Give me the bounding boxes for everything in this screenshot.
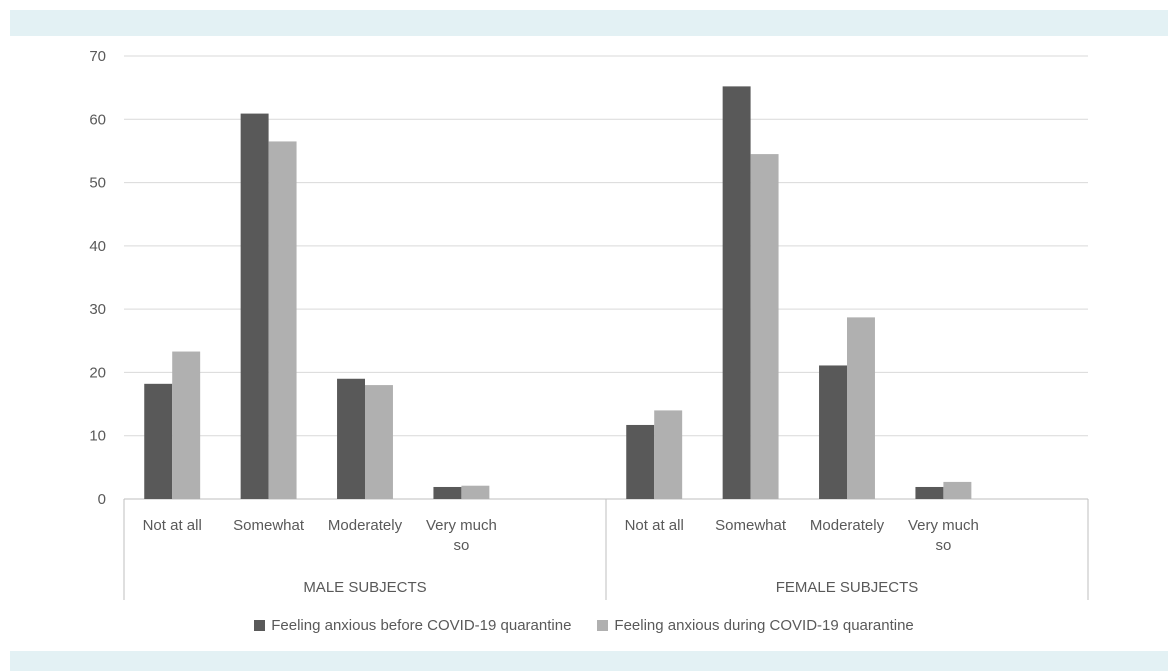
bar	[750, 154, 779, 500]
group-label: FEMALE SUBJECTS	[776, 579, 919, 596]
bar	[626, 424, 655, 499]
group-label: MALE SUBJECTS	[303, 579, 426, 596]
y-tick-label: 70	[89, 48, 106, 65]
bar	[847, 317, 875, 499]
legend-item-before: Feeling anxious before COVID-19 quaranti…	[254, 617, 571, 634]
bar	[943, 481, 972, 499]
bar	[461, 485, 490, 499]
y-tick-label: 20	[89, 364, 106, 381]
legend-label-during: Feeling anxious during COVID-19 quaranti…	[614, 617, 914, 634]
y-tick-label: 0	[98, 491, 106, 508]
legend-item-during: Feeling anxious during COVID-19 quaranti…	[597, 617, 914, 634]
y-tick-label: 10	[89, 428, 106, 445]
category-label: Very much so	[908, 517, 979, 554]
bar	[337, 378, 365, 499]
category-label: Somewhat	[233, 517, 305, 534]
y-tick-label: 50	[89, 175, 106, 192]
legend-swatch-during	[597, 620, 609, 631]
bar	[819, 365, 847, 499]
bar	[915, 486, 944, 499]
category-label: Somewhat	[715, 517, 787, 534]
bar	[654, 410, 683, 499]
bar	[268, 141, 297, 499]
top-band	[10, 10, 1168, 36]
category-label: Moderately	[810, 517, 885, 534]
category-label: Not at all	[625, 517, 684, 534]
category-label: Moderately	[328, 517, 403, 534]
y-tick-label: 40	[89, 238, 106, 255]
bar	[722, 86, 751, 500]
bar	[172, 351, 201, 499]
category-label: Not at all	[143, 517, 202, 534]
bar	[433, 486, 462, 499]
bar	[240, 113, 269, 499]
category-label: Very much so	[426, 517, 497, 554]
bar	[144, 383, 173, 499]
y-tick-label: 60	[89, 111, 106, 128]
legend-label-before: Feeling anxious before COVID-19 quaranti…	[271, 617, 572, 634]
chart-legend: Feeling anxious before COVID-19 quaranti…	[0, 617, 1168, 634]
bar	[365, 385, 393, 499]
legend-swatch-before	[254, 620, 266, 631]
y-tick-label: 30	[89, 301, 106, 318]
bottom-band	[10, 651, 1168, 671]
